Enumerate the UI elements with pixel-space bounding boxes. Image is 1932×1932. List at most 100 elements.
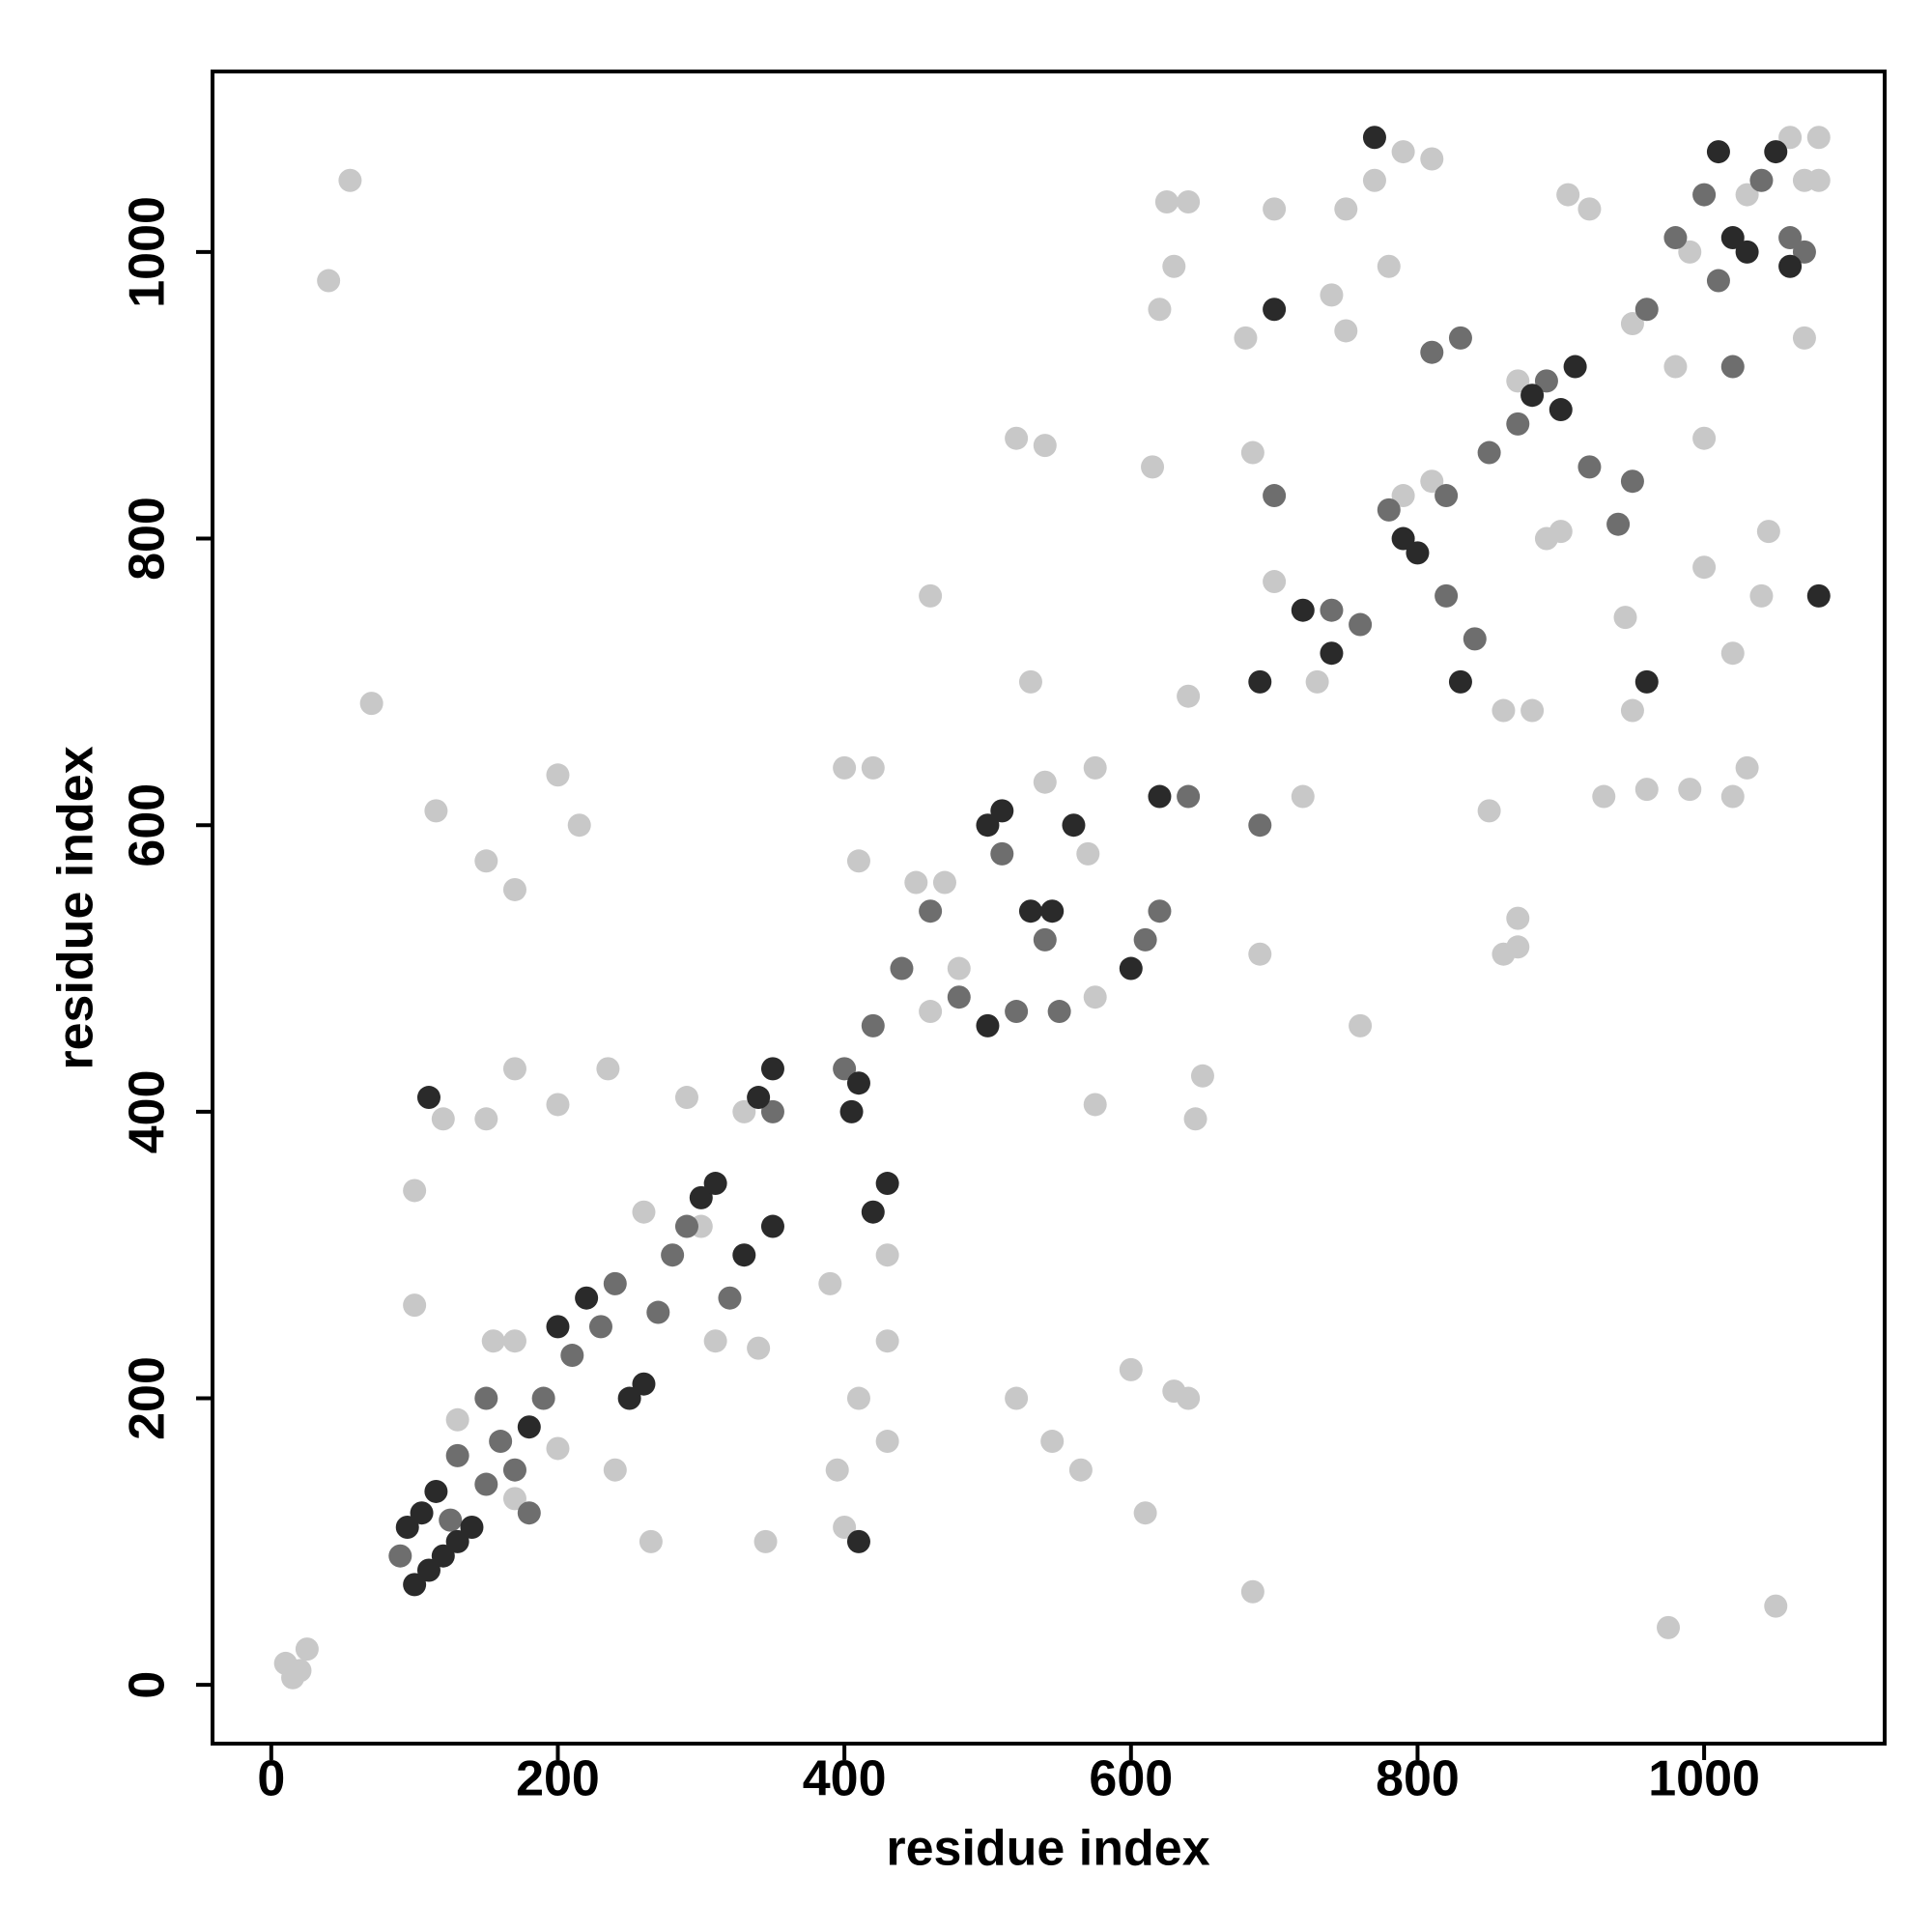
point [1548, 398, 1573, 422]
point [1435, 583, 1459, 608]
point [1806, 168, 1831, 192]
point [632, 1372, 656, 1396]
point [818, 1271, 842, 1295]
point [445, 1443, 469, 1467]
point [1133, 1501, 1157, 1525]
point [760, 1099, 784, 1123]
point [1362, 126, 1386, 150]
point [1806, 126, 1831, 150]
point [747, 1336, 771, 1360]
point [416, 1086, 440, 1110]
point [1506, 906, 1530, 930]
point [1119, 956, 1143, 980]
point [861, 1013, 885, 1037]
point [517, 1501, 541, 1525]
point [833, 755, 857, 780]
point [1062, 813, 1086, 838]
point [1720, 784, 1745, 809]
point [919, 899, 943, 923]
point [718, 1286, 742, 1310]
point [861, 755, 885, 780]
x-tick-label: 400 [803, 1751, 887, 1807]
point [1620, 469, 1644, 494]
point [1613, 606, 1637, 630]
point [1749, 583, 1774, 608]
point [288, 1659, 312, 1683]
point [1606, 512, 1631, 536]
point [424, 799, 448, 823]
point [445, 1529, 469, 1553]
point [1362, 168, 1386, 192]
point [703, 1172, 727, 1196]
point [1141, 455, 1165, 479]
point [833, 1516, 857, 1540]
point [1663, 226, 1688, 250]
point [1563, 355, 1587, 379]
point [1177, 1386, 1201, 1410]
point [1018, 669, 1042, 694]
point [1047, 1000, 1071, 1024]
y-tick-label: 200 [120, 1356, 176, 1440]
point [1154, 189, 1179, 213]
point [732, 1243, 756, 1267]
point [403, 1179, 427, 1203]
point [732, 1099, 756, 1123]
x-tick-label: 1000 [1648, 1751, 1760, 1807]
point [875, 1243, 899, 1267]
point [1792, 240, 1816, 264]
point [1177, 784, 1201, 809]
point [1334, 197, 1358, 221]
point [846, 1529, 870, 1553]
point [1620, 312, 1644, 336]
point [1263, 298, 1287, 322]
point [703, 1329, 727, 1353]
point [1448, 326, 1472, 350]
point [1735, 240, 1759, 264]
point [1040, 899, 1065, 923]
plot-frame [211, 70, 1887, 1746]
point [1692, 183, 1717, 207]
point [1657, 1615, 1681, 1639]
point [990, 799, 1014, 823]
point [1377, 497, 1401, 522]
point [1592, 784, 1616, 809]
point [617, 1386, 641, 1410]
point [1291, 784, 1315, 809]
point [1520, 698, 1545, 723]
point [1492, 698, 1516, 723]
point [1420, 469, 1444, 494]
x-tick-label: 600 [1089, 1751, 1173, 1807]
point [976, 1013, 1000, 1037]
point [1018, 899, 1042, 923]
point [502, 877, 526, 901]
point [395, 1516, 419, 1540]
point [1663, 355, 1688, 379]
point [1083, 1093, 1107, 1117]
point [1506, 935, 1530, 959]
point [1477, 440, 1501, 465]
point [403, 1573, 427, 1597]
point [546, 763, 570, 787]
point [603, 1458, 627, 1482]
point [1349, 612, 1373, 637]
point [596, 1057, 620, 1081]
point [388, 1544, 412, 1568]
x-axis-title: residue index [886, 1821, 1209, 1877]
point [1005, 1386, 1029, 1410]
point [546, 1093, 570, 1117]
point [338, 168, 362, 192]
point [833, 1057, 857, 1081]
point [588, 1315, 612, 1339]
y-tick-label: 1000 [120, 196, 176, 308]
point [875, 1172, 899, 1196]
point [1148, 298, 1172, 322]
point [1248, 813, 1272, 838]
point [1083, 755, 1107, 780]
point [1548, 520, 1573, 544]
point [1692, 426, 1717, 450]
point [846, 849, 870, 873]
point [1764, 1594, 1788, 1618]
point [1005, 1000, 1029, 1024]
point [1463, 627, 1487, 651]
